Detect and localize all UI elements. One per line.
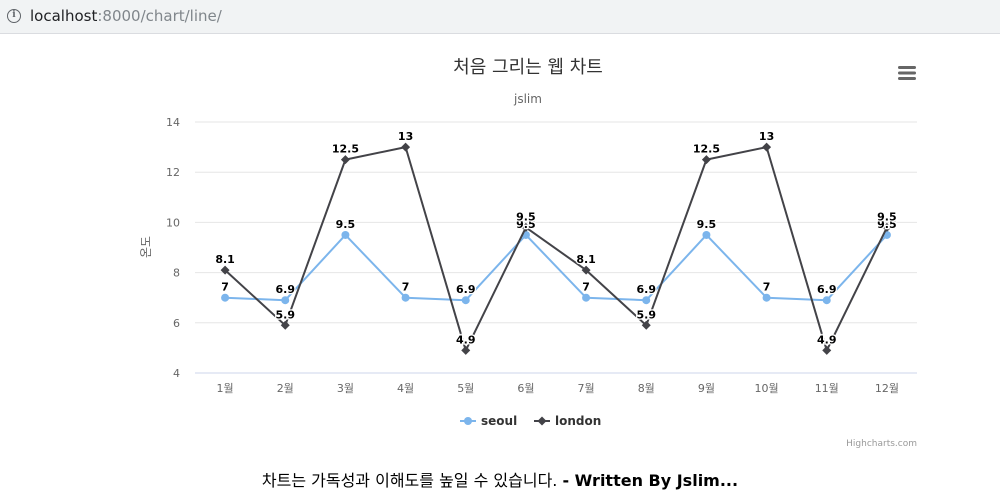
- x-tick-label: 8월: [638, 382, 655, 395]
- legend-label: seoul: [481, 414, 517, 428]
- data-label-london: 9.5: [877, 210, 897, 223]
- data-label-london: 13: [398, 130, 413, 143]
- x-tick-label: 3월: [337, 382, 354, 395]
- y-tick-label: 12: [166, 166, 180, 179]
- x-tick-label: 6월: [517, 382, 534, 395]
- data-label-seoul: 7: [221, 281, 229, 294]
- chart-title: 처음 그리는 웹 차트: [453, 57, 603, 78]
- x-axis-ticks: 1월 2월 3월 4월 5월 6월 7월 8월 9월 10월 11월 12월: [217, 382, 899, 395]
- data-label-london: 4.9: [456, 333, 476, 346]
- legend-item-seoul[interactable]: seoul: [460, 414, 517, 428]
- legend-symbol: [537, 416, 547, 426]
- legend: seoul london: [460, 414, 601, 428]
- data-point-seoul[interactable]: [281, 296, 290, 305]
- data-label-london: 8.1: [215, 253, 235, 266]
- url-path: :8000/chart/line/: [97, 7, 222, 25]
- data-point-london[interactable]: [461, 345, 471, 355]
- footer-text: 차트는 가독성과 이해도를 높일 수 있습니다. - Written By Js…: [0, 467, 1000, 491]
- url-host: localhost: [30, 7, 98, 25]
- data-label-london: 9.5: [516, 210, 536, 223]
- data-label-seoul: 6.9: [456, 283, 476, 296]
- chart-subtitle: jslim: [513, 92, 542, 106]
- data-label-london: 13: [759, 130, 774, 143]
- url-text[interactable]: localhost:8000/chart/line/: [30, 7, 222, 25]
- data-label-seoul: 6.9: [276, 283, 296, 296]
- data-point-seoul[interactable]: [822, 296, 831, 305]
- data-label-seoul: 7: [582, 281, 590, 294]
- data-label-seoul: 9.5: [697, 218, 717, 231]
- x-tick-label: 10월: [755, 382, 779, 395]
- data-label-london: 12.5: [332, 143, 359, 156]
- data-label-london: 4.9: [817, 333, 837, 346]
- data-label-london: 5.9: [637, 308, 657, 321]
- data-label-seoul: 7: [402, 281, 410, 294]
- legend-symbol: [464, 417, 472, 425]
- data-point-london[interactable]: [822, 345, 832, 355]
- data-point-seoul[interactable]: [702, 230, 711, 239]
- y-tick-label: 8: [173, 267, 180, 280]
- credits-link[interactable]: Highcharts.com: [846, 439, 917, 449]
- data-point-london[interactable]: [641, 320, 651, 330]
- series-line-seoul[interactable]: [225, 233, 888, 302]
- data-label-seoul: 7: [763, 281, 771, 294]
- grid-lines: [195, 121, 917, 374]
- footer-author: - Written By Jslim...: [562, 471, 739, 490]
- data-point-london[interactable]: [280, 320, 290, 330]
- data-point-seoul[interactable]: [762, 293, 771, 302]
- data-point-london[interactable]: [401, 142, 411, 152]
- y-axis-title: 온도: [139, 236, 153, 258]
- y-tick-label: 10: [166, 216, 180, 229]
- x-tick-label: 7월: [578, 382, 595, 395]
- data-point-london[interactable]: [220, 265, 230, 275]
- data-label-london: 12.5: [693, 143, 720, 156]
- data-point-london[interactable]: [882, 222, 892, 232]
- y-axis-ticks: 4 6 8 10 12 14: [166, 116, 180, 380]
- line-chart: 처음 그리는 웹 차트 jslim 온도 4 6 8 10 12 14 1월 2월 3월 4월 5…: [139, 57, 917, 449]
- data-label-seoul: 9.5: [877, 218, 897, 231]
- y-tick-label: 6: [173, 317, 180, 330]
- data-point-seoul[interactable]: [582, 293, 591, 302]
- data-label-seoul: 9.5: [516, 218, 536, 231]
- data-point-london[interactable]: [521, 222, 531, 232]
- data-point-london[interactable]: [762, 142, 772, 152]
- data-label-london: 5.9: [276, 308, 296, 321]
- x-tick-label: 2월: [277, 382, 294, 395]
- data-point-seoul[interactable]: [461, 296, 470, 305]
- data-point-seoul[interactable]: [401, 293, 410, 302]
- data-point-seoul[interactable]: [341, 230, 350, 239]
- data-point-london[interactable]: [340, 155, 350, 165]
- data-label-seoul: 9.5: [336, 218, 356, 231]
- data-labels-layer: 7 6.9 9.5 7 6.9 9.5 7 6.9 9.5 7 6.9 9.5 8.1 5.9 12.5 13…: [214, 129, 898, 348]
- x-tick-label: 12월: [875, 382, 899, 395]
- y-tick-label: 14: [166, 116, 180, 129]
- chart-container: 처음 그리는 웹 차트 jslim 온도 4 6 8 10 12 14 1월 2월 3월 4월 5…: [0, 34, 1000, 464]
- series-line-london[interactable]: [224, 146, 888, 352]
- data-point-london[interactable]: [581, 265, 591, 275]
- address-bar[interactable]: i localhost:8000/chart/line/: [0, 0, 1000, 34]
- footer-description: 차트는 가독성과 이해도를 높일 수 있습니다.: [261, 471, 563, 490]
- data-point-seoul[interactable]: [221, 293, 230, 302]
- y-tick-label: 4: [173, 367, 180, 380]
- data-label-seoul: 6.9: [637, 283, 657, 296]
- x-tick-label: 4월: [397, 382, 414, 395]
- data-label-london: 8.1: [576, 253, 596, 266]
- menu-icon[interactable]: [898, 66, 916, 80]
- x-tick-label: 11월: [815, 382, 839, 395]
- legend-item-london[interactable]: london: [534, 414, 601, 428]
- data-point-seoul[interactable]: [642, 296, 651, 305]
- x-tick-label: 5월: [457, 382, 474, 395]
- x-tick-label: 9월: [698, 382, 715, 395]
- data-point-london[interactable]: [701, 155, 711, 165]
- info-icon[interactable]: i: [7, 9, 21, 23]
- series-layer: [220, 142, 892, 355]
- data-label-seoul: 6.9: [817, 283, 837, 296]
- legend-label: london: [555, 414, 601, 428]
- x-tick-label: 1월: [217, 382, 234, 395]
